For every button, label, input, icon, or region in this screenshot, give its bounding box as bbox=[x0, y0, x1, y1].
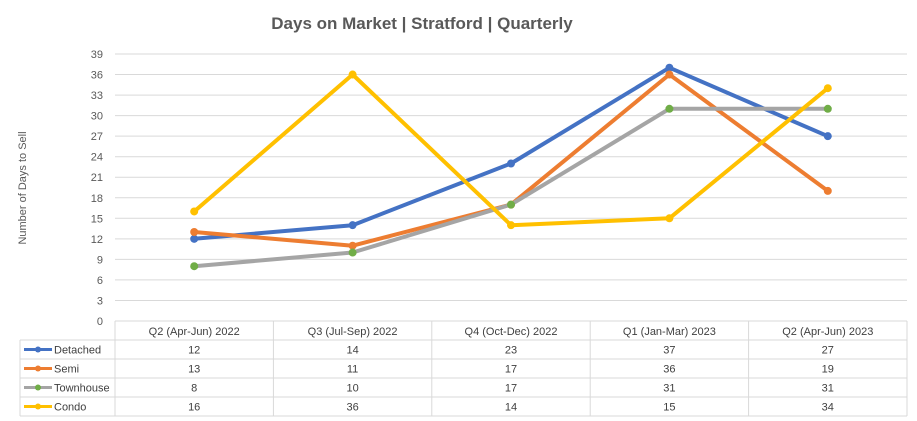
data-point bbox=[348, 241, 357, 250]
data-point bbox=[665, 214, 674, 223]
table-cell-value: 11 bbox=[347, 364, 358, 376]
legend-key-marker bbox=[35, 346, 41, 353]
table-cell-value: 23 bbox=[505, 345, 517, 357]
category-label: Q2 (Apr-Jun) 2022 bbox=[149, 326, 240, 338]
data-point bbox=[348, 221, 357, 230]
data-point bbox=[507, 200, 515, 209]
series-lines bbox=[190, 63, 832, 271]
series-detached bbox=[190, 63, 832, 243]
data-point bbox=[190, 207, 199, 216]
data-point bbox=[823, 132, 832, 141]
legend-label: Townhouse bbox=[54, 383, 110, 395]
table-cell-value: 27 bbox=[822, 345, 834, 357]
table-cell-value: 14 bbox=[346, 345, 358, 357]
series-line bbox=[192, 65, 830, 241]
data-table: Q2 (Apr-Jun) 2022 Q3 (Jul-Sep) 2022 Q4 (Oc… bbox=[19, 320, 908, 417]
table-cell-value: 36 bbox=[663, 364, 675, 376]
y-tick-label: 18 bbox=[91, 193, 103, 205]
y-tick-label: 6 bbox=[97, 275, 103, 287]
table-cell-value: 12 bbox=[188, 345, 200, 357]
chart-title: Days on Market | Stratford | Quarterly bbox=[271, 14, 573, 33]
y-axis-title: Number of Days to Sell bbox=[17, 131, 29, 244]
data-point bbox=[823, 84, 832, 93]
data-point bbox=[190, 262, 199, 271]
table-cell-value: 34 bbox=[822, 402, 834, 414]
y-tick-label: 3 bbox=[97, 295, 103, 307]
legend-label: Detached bbox=[54, 345, 101, 357]
data-point bbox=[348, 248, 357, 257]
data-point bbox=[190, 228, 199, 236]
table-cell-value: 19 bbox=[822, 364, 834, 376]
legend-key-marker bbox=[35, 403, 41, 410]
legend-key-marker bbox=[35, 365, 41, 372]
category-label: Q4 (Oct-Dec) 2022 bbox=[465, 326, 558, 338]
table-cell-value: 14 bbox=[505, 402, 517, 414]
y-tick-label: 15 bbox=[91, 213, 103, 225]
legend-key-marker bbox=[35, 384, 41, 391]
y-tick-label: 21 bbox=[91, 172, 103, 184]
y-tick-label: 39 bbox=[91, 49, 103, 61]
y-tick-label: 30 bbox=[91, 111, 103, 123]
legend-label: Condo bbox=[54, 402, 86, 414]
y-tick-label: 9 bbox=[97, 254, 103, 266]
data-point bbox=[348, 70, 357, 79]
table-cell-value: 17 bbox=[505, 383, 517, 395]
table-cell-value: 31 bbox=[822, 383, 834, 395]
table-cell-value: 37 bbox=[663, 345, 675, 357]
y-tick-label: 27 bbox=[91, 131, 103, 143]
category-label: Q1 (Jan-Mar) 2023 bbox=[623, 326, 716, 338]
data-point bbox=[823, 104, 832, 113]
table-cell-value: 15 bbox=[663, 402, 675, 414]
series-line bbox=[192, 106, 830, 269]
table-cell-value: 31 bbox=[663, 383, 675, 395]
data-point bbox=[665, 63, 674, 72]
category-label: Q2 (Apr-Jun) 2023 bbox=[782, 326, 873, 338]
legend-label: Semi bbox=[54, 364, 79, 376]
data-point bbox=[665, 70, 674, 79]
y-tick-label: 33 bbox=[91, 90, 103, 102]
data-point bbox=[823, 186, 832, 195]
table-cell-value: 10 bbox=[346, 383, 358, 395]
table-cell-value: 17 bbox=[505, 364, 517, 376]
table-cell-value: 16 bbox=[188, 402, 200, 414]
y-tick-label: 0 bbox=[97, 316, 103, 328]
series-condo bbox=[190, 70, 832, 230]
data-point bbox=[507, 221, 515, 230]
table-cell-value: 8 bbox=[191, 383, 197, 395]
data-point bbox=[665, 104, 674, 113]
table-cell-value: 13 bbox=[188, 364, 200, 376]
y-tick-label: 24 bbox=[91, 152, 103, 164]
y-tick-label: 36 bbox=[91, 70, 103, 82]
table-cell-value: 36 bbox=[346, 402, 358, 414]
data-point bbox=[507, 159, 515, 168]
series-townhouse bbox=[190, 104, 832, 271]
y-tick-label: 12 bbox=[91, 234, 103, 246]
category-label: Q3 (Jul-Sep) 2022 bbox=[308, 326, 398, 338]
data-point bbox=[190, 234, 199, 243]
gridlines bbox=[115, 53, 907, 322]
